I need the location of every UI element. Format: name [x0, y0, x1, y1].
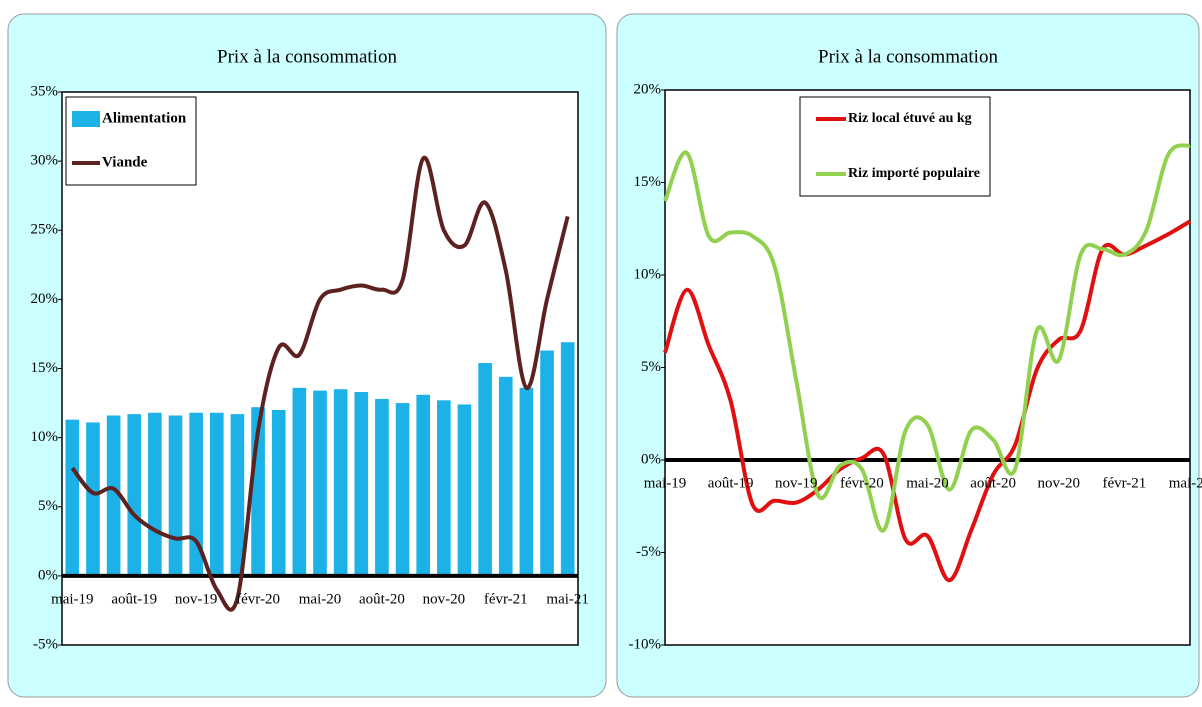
y-tick-label: 15% — [31, 360, 59, 376]
bar — [416, 394, 431, 576]
legend-swatch — [72, 111, 100, 127]
y-tick-label: 5% — [641, 359, 661, 375]
bar — [271, 409, 286, 576]
bar — [292, 387, 307, 576]
bar — [106, 415, 121, 576]
x-tick-label: nov-20 — [1038, 475, 1081, 491]
bar — [86, 422, 100, 576]
y-tick-label: 15% — [634, 174, 662, 190]
y-tick-label: 10% — [634, 266, 662, 282]
bar — [540, 350, 554, 576]
bar — [478, 362, 492, 576]
y-tick-label: 20% — [31, 291, 59, 307]
bar — [230, 414, 245, 576]
bar — [437, 400, 451, 576]
y-tick-label: 35% — [31, 83, 59, 99]
bar — [375, 398, 389, 576]
bar — [148, 412, 162, 576]
x-tick-label: mai-20 — [299, 591, 342, 607]
y-tick-label: -5% — [636, 544, 661, 560]
x-tick-label: févr-21 — [484, 591, 528, 607]
y-tick-label: 10% — [31, 429, 59, 445]
legend-label: Riz local étuvé au kg — [848, 111, 972, 126]
bar — [313, 390, 327, 576]
bar — [498, 376, 513, 576]
x-tick-label: mai-20 — [906, 475, 949, 491]
x-tick-label: août-19 — [111, 591, 157, 607]
line — [663, 143, 1191, 533]
y-tick-label: 20% — [634, 81, 662, 97]
bar — [560, 342, 575, 576]
legend-label: Riz importé populaire — [848, 166, 980, 181]
legend-box — [799, 96, 991, 197]
y-tick-label: 25% — [31, 222, 59, 238]
y-tick-label: 0% — [38, 567, 58, 583]
bar — [168, 415, 183, 576]
bar — [519, 387, 534, 576]
x-tick-label: août-19 — [708, 475, 754, 491]
bar — [65, 419, 80, 576]
x-tick-label: mai-21 — [546, 591, 589, 607]
bar — [333, 389, 348, 576]
x-tick-label: nov-19 — [775, 475, 818, 491]
bar — [354, 392, 369, 576]
bar — [189, 412, 203, 576]
x-tick-label: févr-20 — [840, 475, 884, 491]
y-tick-label: 0% — [641, 451, 661, 467]
x-tick-label: août-20 — [359, 591, 405, 607]
y-tick-label: 30% — [31, 153, 59, 169]
x-tick-label: févr-20 — [236, 591, 280, 607]
x-tick-label: mai-21 — [1169, 475, 1202, 491]
chart-title: Prix à la consommation — [217, 46, 397, 67]
x-tick-label: nov-19 — [175, 591, 218, 607]
legend-label: Alimentation — [102, 110, 187, 126]
y-tick-label: -5% — [33, 636, 58, 652]
bar — [457, 404, 472, 576]
x-tick-label: août-20 — [970, 475, 1016, 491]
x-tick-label: févr-21 — [1102, 475, 1146, 491]
y-tick-label: 5% — [38, 498, 58, 514]
chart-title: Prix à la consommation — [818, 46, 998, 67]
line — [663, 219, 1192, 583]
bar — [127, 414, 142, 576]
legend-label: Viande — [102, 154, 148, 170]
x-tick-label: mai-19 — [51, 591, 94, 607]
line — [70, 155, 570, 612]
bar — [395, 403, 410, 576]
x-tick-label: nov-20 — [423, 591, 466, 607]
x-tick-label: mai-19 — [644, 475, 687, 491]
y-tick-label: -10% — [629, 636, 662, 652]
bar — [209, 412, 224, 576]
